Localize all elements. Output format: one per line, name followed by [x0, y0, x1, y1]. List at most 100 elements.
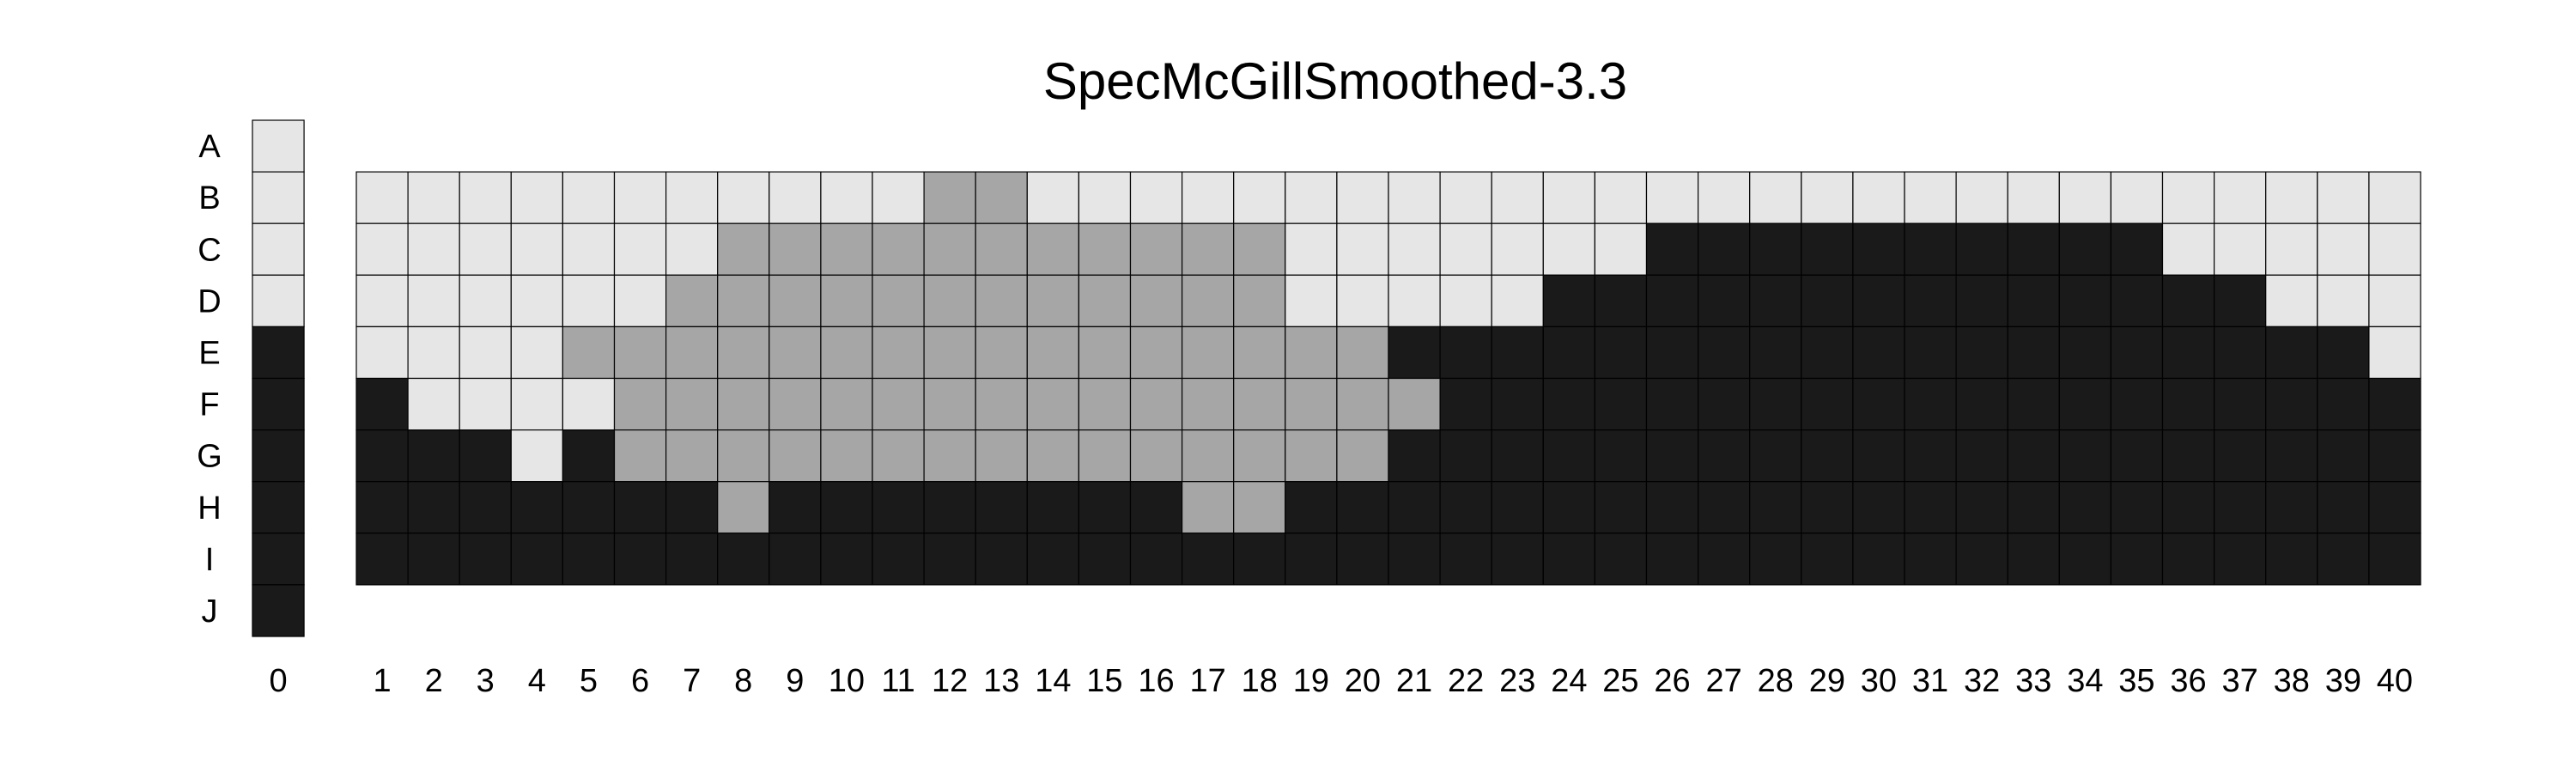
cell-c-20 [1336, 222, 1389, 276]
cell-b-14 [1026, 171, 1080, 224]
cell-c-3 [459, 222, 512, 276]
column-label-32: 32 [1964, 663, 2000, 699]
cell-g-40 [2368, 429, 2421, 483]
cell-g-9 [769, 429, 822, 483]
cell-d-5 [562, 274, 616, 327]
cell-g-17 [1181, 429, 1235, 483]
cell-g-33 [2007, 429, 2060, 483]
cell-g-39 [2317, 429, 2370, 483]
cell-b-11 [872, 171, 925, 224]
cell-c-15 [1078, 222, 1132, 276]
cell-h-1 [355, 481, 409, 534]
column-label-14: 14 [1035, 663, 1071, 699]
cell-b-15 [1078, 171, 1132, 224]
cell-b-27 [1697, 171, 1751, 224]
cell-f-5 [562, 377, 616, 431]
cell-f-3 [459, 377, 512, 431]
cell-d-36 [2161, 274, 2215, 327]
column-label-21: 21 [1396, 663, 1432, 699]
cell-d-30 [1852, 274, 1905, 327]
cell-f-9 [769, 377, 822, 431]
column-label-26: 26 [1654, 663, 1690, 699]
cell-h-24 [1542, 481, 1596, 534]
row-label-a: A [198, 129, 221, 165]
column-label-4: 4 [528, 663, 546, 699]
cell-h-16 [1129, 481, 1183, 534]
cell-b-18 [1233, 171, 1286, 224]
cell-b-21 [1388, 171, 1441, 224]
cell-g-30 [1852, 429, 1905, 483]
main-grid [355, 171, 2421, 586]
cell-h-27 [1697, 481, 1751, 534]
cell-c-31 [1904, 222, 1957, 276]
cell-e-38 [2265, 326, 2318, 380]
cell-g-19 [1285, 429, 1338, 483]
cell-e-2 [407, 326, 460, 380]
cell-g-21 [1388, 429, 1441, 483]
cell-b-28 [1749, 171, 1802, 224]
cell-f-8 [717, 377, 770, 431]
cell-c-5 [562, 222, 616, 276]
cell-b-6 [613, 171, 667, 224]
cell-c-1 [355, 222, 409, 276]
cell-g-25 [1594, 429, 1648, 483]
cell-b-3 [459, 171, 512, 224]
cell-d-26 [1645, 274, 1699, 327]
row-label-d: D [197, 283, 221, 320]
column-label-20: 20 [1345, 663, 1381, 699]
cell-c-29 [1801, 222, 1854, 276]
cell-h-15 [1078, 481, 1132, 534]
cell-h-9 [769, 481, 822, 534]
column-label-18: 18 [1242, 663, 1278, 699]
cell-c-25 [1594, 222, 1648, 276]
cell-g-31 [1904, 429, 1957, 483]
cell-b-32 [1955, 171, 2008, 224]
column-label-40: 40 [2377, 663, 2413, 699]
cell-f-22 [1439, 377, 1492, 431]
cell-i-4 [510, 533, 563, 586]
cell-e-5 [562, 326, 616, 380]
cell-d-7 [665, 274, 719, 327]
cell-c-40 [2368, 222, 2421, 276]
cell-c-11 [872, 222, 925, 276]
cell-e-12 [923, 326, 976, 380]
cell-i-16 [1129, 533, 1183, 586]
cell-g-15 [1078, 429, 1132, 483]
cell-c-2 [407, 222, 460, 276]
cell-g-8 [717, 429, 770, 483]
cell-d-38 [2265, 274, 2318, 327]
cell-i-38 [2265, 533, 2318, 586]
cell-i-1 [355, 533, 409, 586]
cell-i-40 [2368, 533, 2421, 586]
cell-i-2 [407, 533, 460, 586]
cell-d-37 [2214, 274, 2267, 327]
reference-cell-a [252, 119, 305, 173]
cell-e-21 [1388, 326, 1441, 380]
cell-c-17 [1181, 222, 1235, 276]
cell-i-19 [1285, 533, 1338, 586]
cell-c-21 [1388, 222, 1441, 276]
cell-g-27 [1697, 429, 1751, 483]
cell-c-12 [923, 222, 976, 276]
cell-c-34 [2058, 222, 2112, 276]
cell-e-34 [2058, 326, 2112, 380]
cell-c-14 [1026, 222, 1080, 276]
cell-e-19 [1285, 326, 1338, 380]
cell-i-35 [2110, 533, 2164, 586]
cell-e-11 [872, 326, 925, 380]
cell-f-13 [975, 377, 1028, 431]
cell-h-6 [613, 481, 667, 534]
cell-b-16 [1129, 171, 1183, 224]
cell-h-17 [1181, 481, 1235, 534]
cell-e-17 [1181, 326, 1235, 380]
column-label-27: 27 [1706, 663, 1742, 699]
cell-e-28 [1749, 326, 1802, 380]
cell-i-8 [717, 533, 770, 586]
cell-d-18 [1233, 274, 1286, 327]
cell-h-11 [872, 481, 925, 534]
cell-h-32 [1955, 481, 2008, 534]
cell-g-34 [2058, 429, 2112, 483]
row-label-g: G [197, 439, 222, 475]
cell-d-12 [923, 274, 976, 327]
cell-c-10 [820, 222, 873, 276]
